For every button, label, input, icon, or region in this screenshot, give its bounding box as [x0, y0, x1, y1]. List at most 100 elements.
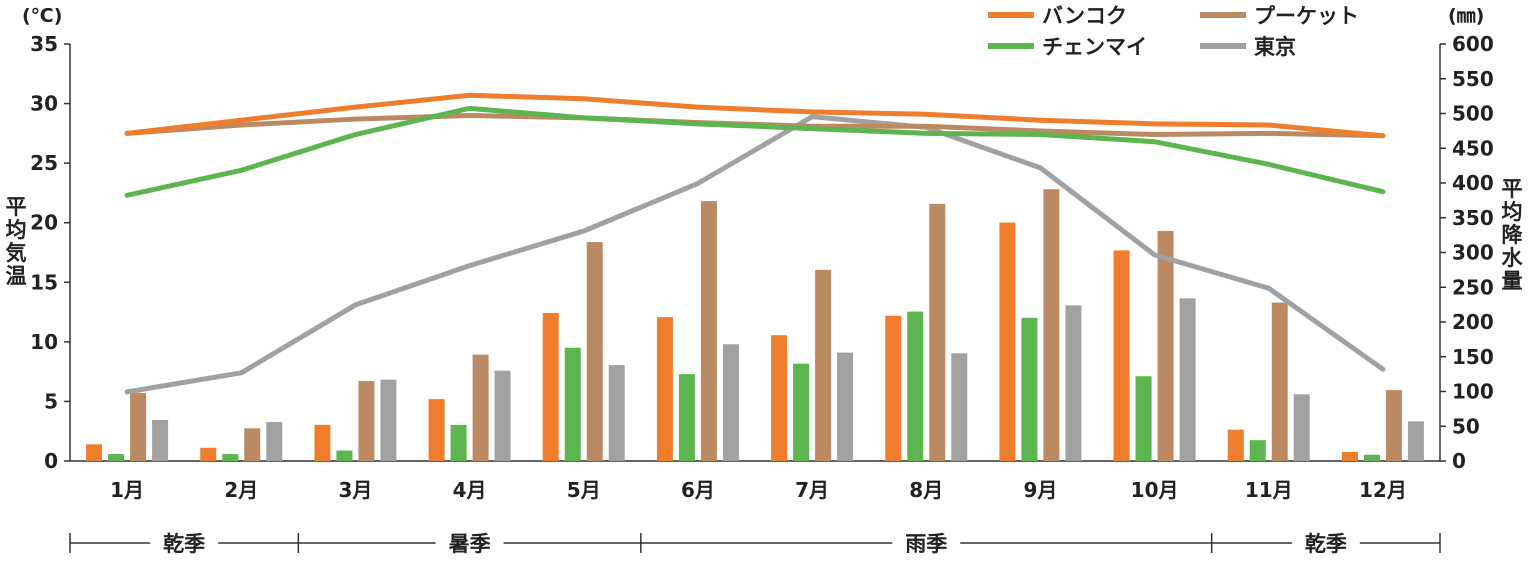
precip-bar: [1385, 390, 1402, 461]
precip-bar: [244, 428, 261, 461]
precip-bar: [130, 392, 147, 461]
precip-bar: [380, 379, 397, 461]
precip-bar: [907, 311, 924, 461]
month-label: 7月: [795, 478, 829, 502]
left-tick-label: 5: [44, 389, 58, 413]
legend-label: プーケット: [1254, 4, 1359, 28]
temp-line: [124, 105, 1386, 198]
temp-line: [124, 92, 1386, 139]
month-label: 6月: [681, 478, 715, 502]
month-label: 5月: [567, 478, 601, 502]
left-tick-label: 30: [30, 92, 58, 116]
left-axis-title: 平均気温: [6, 195, 27, 288]
precip-bar: [542, 312, 559, 461]
left-axis-unit: (℃): [22, 5, 62, 27]
precip-bar: [1113, 250, 1130, 461]
precipitation-bars: [86, 189, 1424, 461]
axis-title-glyph: 均: [6, 218, 27, 242]
precip-bar: [656, 317, 673, 461]
precip-bar: [885, 315, 902, 461]
precip-bar: [608, 365, 625, 461]
right-tick-label: 0: [1452, 449, 1466, 473]
axis-title-glyph: 温: [6, 264, 27, 288]
right-tick-label: 400: [1452, 171, 1494, 195]
precip-bar: [1135, 376, 1152, 461]
left-title-text: 平均気温: [6, 195, 27, 288]
precip-bar: [494, 370, 511, 461]
precip-bar: [1341, 451, 1358, 461]
precip-bar: [108, 454, 125, 461]
month-label: 12月: [1359, 478, 1407, 502]
precip-bar: [472, 354, 489, 461]
right-tick-label: 600: [1452, 32, 1494, 56]
temperature-lines: [124, 92, 1386, 395]
precip-bar: [86, 444, 103, 461]
legend-label: チェンマイ: [1042, 35, 1147, 59]
precip-bar: [1293, 394, 1310, 461]
precip-bar: [1249, 440, 1266, 461]
month-label: 11月: [1245, 478, 1293, 502]
precip-bar: [999, 222, 1016, 461]
precip-bar: [837, 352, 854, 461]
precip-bar: [1157, 230, 1174, 461]
right-axis-unit: (㎜): [1448, 5, 1484, 27]
left-tick-label: 25: [30, 151, 58, 175]
axis-title-glyph: 気: [6, 241, 27, 265]
right-tick-label: 450: [1452, 136, 1494, 160]
precip-bar: [152, 419, 169, 461]
legend-label: 東京: [1254, 35, 1296, 59]
season-label: 乾季: [1305, 532, 1347, 556]
precip-bar: [586, 242, 603, 461]
right-tick-label: 100: [1452, 380, 1494, 404]
right-tick-label: 300: [1452, 241, 1494, 265]
left-tick-label: 0: [44, 449, 58, 473]
precip-bar: [1363, 454, 1380, 461]
precip-bar: [200, 447, 217, 461]
right-tick-label: 500: [1452, 102, 1494, 126]
precip-bar: [793, 363, 810, 461]
month-label: 1月: [110, 478, 144, 502]
precip-bar: [222, 454, 239, 461]
right-axis-title: 平均降水量: [1502, 177, 1524, 293]
precip-bar: [678, 374, 695, 461]
right-tick-label: 250: [1452, 275, 1494, 299]
precip-bar: [700, 201, 717, 461]
axes: 0510152025303505010015020025030035040045…: [30, 32, 1494, 502]
month-label: 4月: [453, 478, 487, 502]
precip-bar: [1227, 429, 1244, 461]
season-label: 雨季: [905, 532, 947, 556]
month-label: 10月: [1131, 478, 1179, 502]
precip-bar: [450, 424, 467, 461]
right-tick-label: 550: [1452, 67, 1494, 91]
right-title-text: 平均降水量: [1502, 177, 1524, 293]
month-label: 8月: [909, 478, 943, 502]
left-tick-label: 20: [30, 211, 58, 235]
right-tick-label: 350: [1452, 206, 1494, 230]
left-tick-label: 35: [30, 32, 58, 56]
precip-bar: [1179, 298, 1196, 461]
axis-title-glyph: 降: [1502, 223, 1524, 247]
month-label: 3月: [338, 478, 372, 502]
precip-bar: [358, 381, 375, 461]
precip-bar: [722, 344, 739, 461]
precip-bar: [336, 450, 353, 461]
season-label: 暑季: [449, 532, 491, 556]
legend-label: バンコク: [1042, 4, 1127, 28]
season-timeline: 乾季 暑季 雨季 乾季: [69, 532, 1441, 556]
temp-line: [124, 114, 1386, 395]
precip-bar: [771, 335, 788, 461]
precip-bar: [1021, 317, 1038, 461]
precip-bar: [1043, 189, 1060, 461]
axis-title-glyph: 均: [1502, 200, 1523, 224]
right-tick-label: 200: [1452, 310, 1494, 334]
right-tick-label: 50: [1452, 414, 1480, 438]
precip-bar: [1407, 421, 1424, 461]
axis-title-glyph: 水: [1502, 246, 1524, 270]
precip-bar: [266, 422, 283, 461]
precip-bar: [929, 203, 946, 461]
month-label: 9月: [1023, 478, 1057, 502]
left-tick-label: 15: [30, 270, 58, 294]
precip-bar: [564, 347, 581, 461]
